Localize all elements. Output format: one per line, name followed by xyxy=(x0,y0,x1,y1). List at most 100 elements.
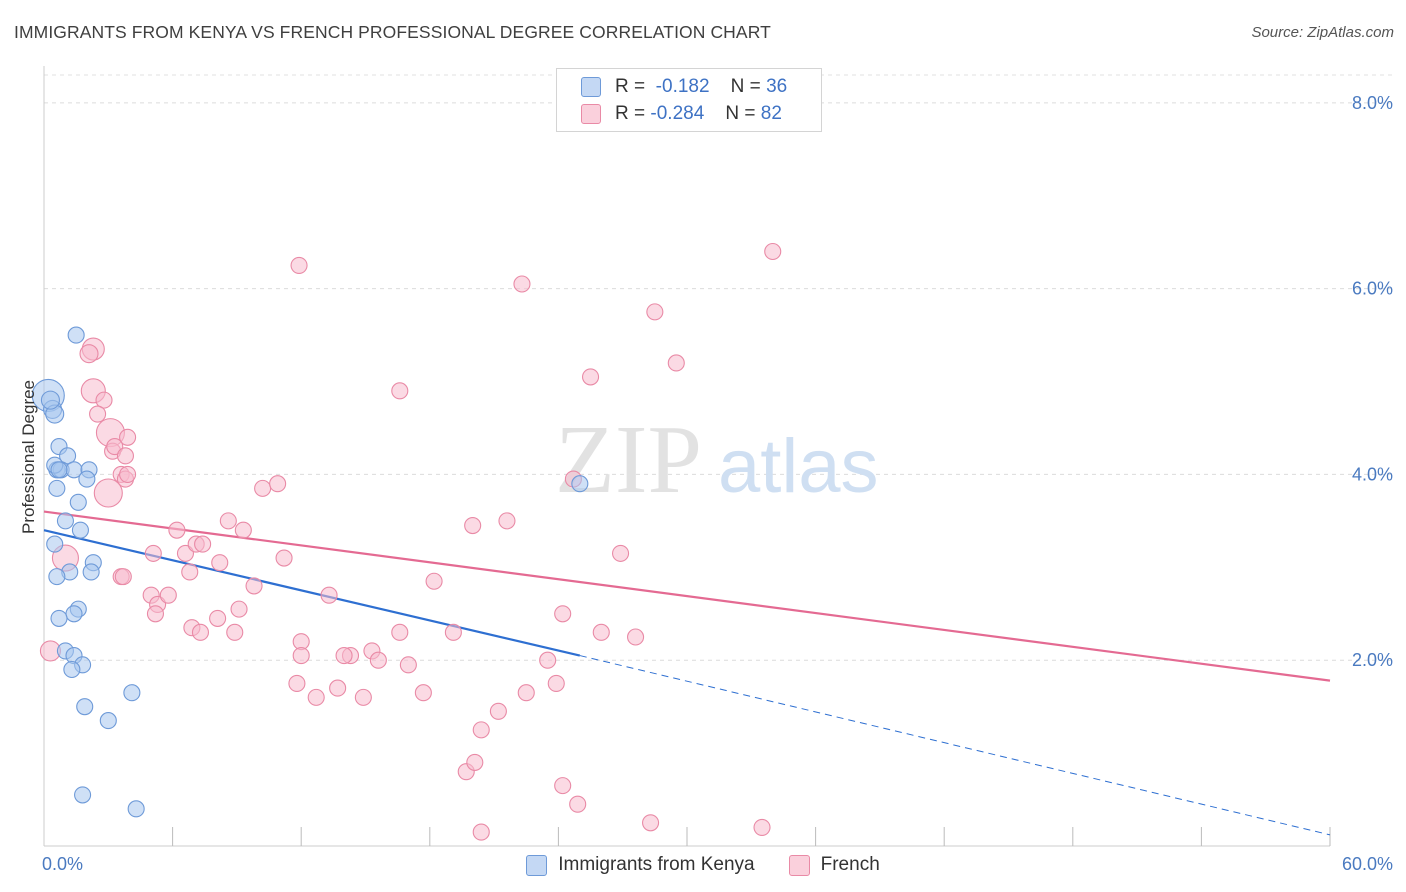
legend-r-value: -0.182 xyxy=(655,76,710,97)
tick-labels: 2.0% 4.0% 6.0% 8.0% 0.0% 60.0% xyxy=(42,93,1393,874)
data-point xyxy=(89,405,107,423)
legend-r-value: -0.284 xyxy=(650,103,705,124)
data-point xyxy=(194,535,212,553)
data-point xyxy=(168,521,186,539)
data-point xyxy=(46,535,64,553)
data-point xyxy=(391,623,409,641)
y-axis-label: Professional Degree xyxy=(19,380,38,534)
axes xyxy=(43,66,1331,847)
data-point xyxy=(95,391,113,409)
data-point xyxy=(517,684,535,702)
data-point xyxy=(56,512,74,530)
grid-lines xyxy=(44,74,1392,661)
data-point xyxy=(78,470,96,488)
data-point xyxy=(464,516,482,535)
data-point xyxy=(354,688,372,706)
watermark-atlas: atlas xyxy=(718,424,879,509)
legend-swatch-french xyxy=(581,104,601,124)
data-point xyxy=(254,479,272,497)
chart-title: IMMIGRANTS FROM KENYA VS FRENCH PROFESSI… xyxy=(14,22,771,42)
data-point xyxy=(245,577,263,595)
data-point xyxy=(498,512,516,530)
data-point xyxy=(275,549,293,567)
series-label-kenya: Immigrants from Kenya xyxy=(558,854,755,875)
data-point xyxy=(307,688,325,706)
series-legend: Immigrants from Kenya French xyxy=(0,852,1406,878)
x-tick-label: 60.0% xyxy=(1342,854,1393,874)
data-point xyxy=(127,800,145,818)
data-point xyxy=(547,674,565,692)
legend-n-label: N = xyxy=(725,103,756,124)
data-point xyxy=(329,679,347,697)
legend-row-french: R = -0.284 N = 82 xyxy=(581,101,782,127)
data-point xyxy=(320,586,338,604)
data-point xyxy=(554,605,572,623)
data-point xyxy=(290,256,308,274)
data-point xyxy=(764,242,782,261)
data-point xyxy=(489,702,507,720)
data-point xyxy=(230,600,248,618)
data-point xyxy=(753,818,771,836)
trend-line-french xyxy=(43,510,1331,682)
data-point xyxy=(123,684,141,702)
data-point xyxy=(513,275,531,293)
data-point xyxy=(369,651,387,669)
data-point xyxy=(159,586,177,604)
series-legend-kenya[interactable]: Immigrants from Kenya xyxy=(526,854,755,876)
data-point xyxy=(76,698,94,716)
data-point xyxy=(646,303,664,321)
y-tick-label: 2.0% xyxy=(1352,650,1393,670)
legend-r-label: R = xyxy=(615,76,646,97)
series-points xyxy=(39,242,782,841)
data-point xyxy=(472,721,490,739)
data-point xyxy=(71,521,89,539)
data-point xyxy=(79,344,99,364)
data-point xyxy=(466,753,484,771)
data-point xyxy=(63,660,81,679)
trend-line-kenya xyxy=(43,529,581,657)
series-legend-french[interactable]: French xyxy=(788,854,880,876)
data-point xyxy=(191,623,210,641)
data-point xyxy=(82,563,100,581)
legend-swatch-kenya xyxy=(581,77,601,97)
data-point xyxy=(50,609,68,627)
data-point xyxy=(569,795,587,813)
legend-r-label: R = xyxy=(615,103,646,124)
data-point xyxy=(48,568,66,586)
y-tick-label: 6.0% xyxy=(1352,279,1393,299)
data-point xyxy=(67,326,85,344)
data-point xyxy=(667,354,685,372)
data-point xyxy=(539,651,557,669)
legend-n-label: N = xyxy=(730,76,761,97)
data-point xyxy=(114,568,132,586)
series-points xyxy=(31,326,589,818)
data-point xyxy=(144,544,162,562)
data-point xyxy=(234,521,252,539)
series-swatch-kenya xyxy=(526,854,548,876)
data-point xyxy=(99,712,117,730)
data-point xyxy=(554,777,572,795)
data-point xyxy=(391,382,409,400)
data-point xyxy=(226,623,244,641)
legend: R = -0.182 N = 36 R = -0.284 N = 82 xyxy=(556,68,822,132)
data-point xyxy=(399,656,417,674)
data-point xyxy=(592,623,610,641)
data-point xyxy=(59,447,77,465)
data-point xyxy=(48,479,66,497)
y-tick-label: 4.0% xyxy=(1352,464,1393,484)
source-label: Source: ZipAtlas.com xyxy=(1251,24,1394,41)
data-point xyxy=(119,428,137,446)
data-point xyxy=(444,623,462,641)
data-point xyxy=(93,478,123,508)
data-point xyxy=(642,814,660,832)
trend-lines xyxy=(43,510,1331,836)
data-point xyxy=(50,461,68,479)
data-point xyxy=(116,447,134,465)
data-point xyxy=(211,554,229,572)
data-point xyxy=(69,493,87,511)
data-point xyxy=(425,572,443,590)
data-point xyxy=(119,465,137,483)
data-point xyxy=(40,390,60,410)
data-points xyxy=(31,242,782,841)
